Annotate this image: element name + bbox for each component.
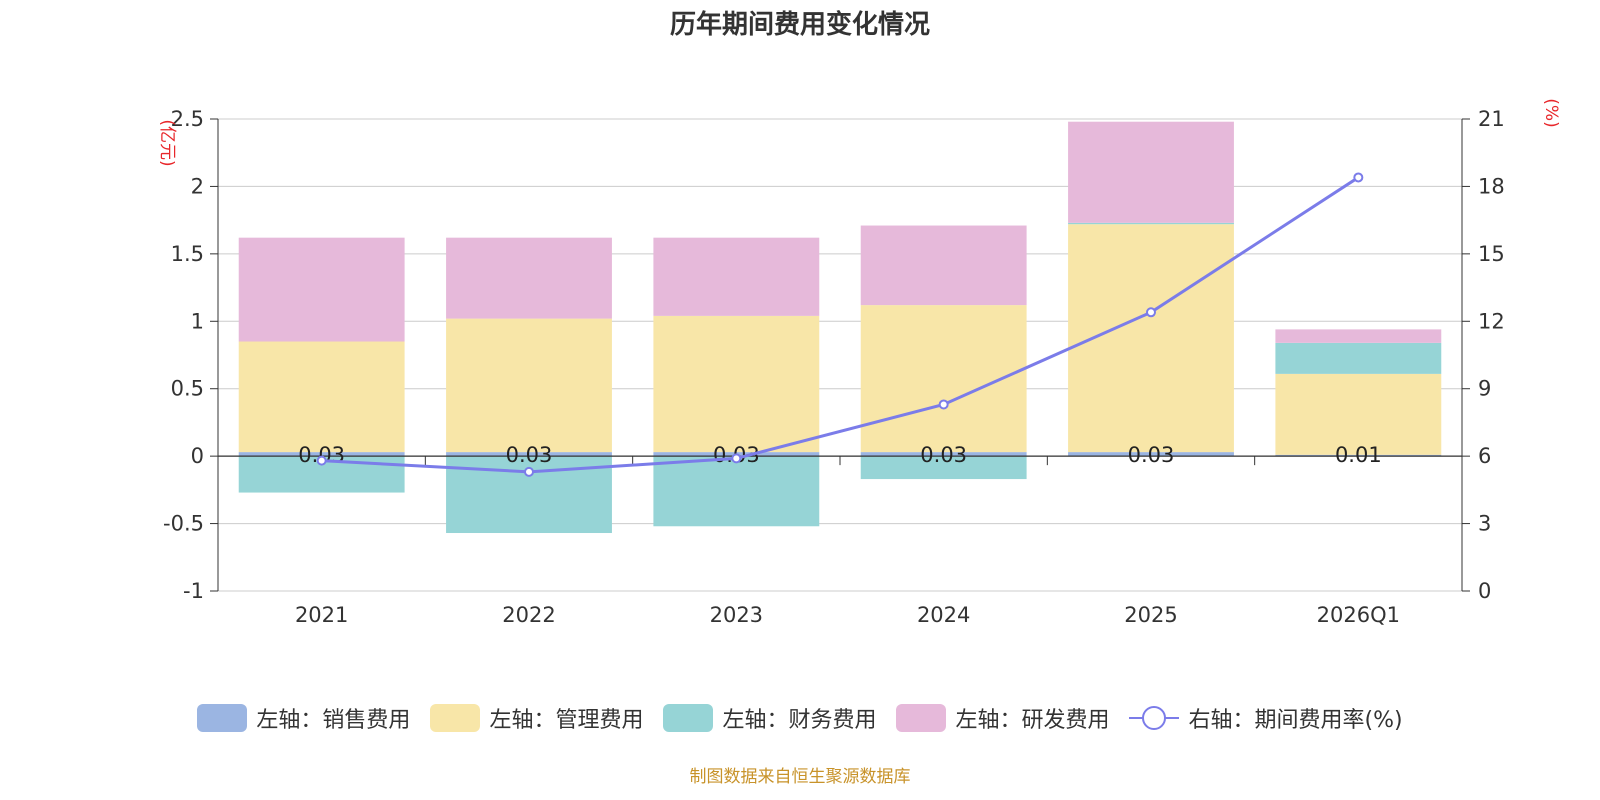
right-axis-tick-label: 15 (1478, 242, 1505, 266)
legend-item-rnd[interactable]: 左轴：研发费用 (896, 702, 1109, 734)
x-axis-tick-label: 2023 (710, 603, 763, 627)
bar-finance-2025 (1068, 222, 1234, 225)
legend-label-admin: 左轴：管理费用 (489, 708, 644, 733)
expense-ratio-point-2021 (316, 455, 327, 466)
bar-admin-2021 (238, 341, 405, 453)
legend-item-sales[interactable]: 左轴：销售费用 (197, 702, 410, 734)
legend: 左轴：销售费用 左轴：管理费用 左轴：财务费用 左轴：研发费用 右轴：期间费用率… (0, 702, 1600, 734)
data-label-sales: 0.03 (920, 443, 967, 467)
legend-label-finance: 左轴：财务费用 (722, 708, 877, 733)
expense-ratio-line (321, 176, 1360, 474)
bar-finance-2023 (653, 456, 820, 527)
legend-label-rnd: 左轴：研发费用 (955, 708, 1110, 733)
bar-sales-2022 (446, 452, 612, 457)
bar-sales-2025 (1068, 452, 1234, 457)
bar-rnd-2023 (653, 237, 820, 316)
left-axis-tick-label: 1 (191, 309, 204, 333)
bar-admin-2022 (446, 318, 612, 453)
source-note: 制图数据来自恒生聚源数据库 (689, 767, 911, 787)
x-axis-tick-label: 2024 (917, 603, 970, 627)
expense-ratio-point-2024 (938, 399, 949, 410)
right-axis-tick-label: 12 (1478, 309, 1505, 333)
expense-ratio-point-2023 (731, 453, 742, 464)
legend-swatch-finance (663, 704, 714, 732)
x-axis-tick-label: 2026Q1 (1317, 603, 1400, 627)
bar-finance-2024 (860, 456, 1027, 480)
bar-rnd-2021 (238, 237, 405, 342)
legend-line-marker-icon (1129, 704, 1180, 732)
legend-swatch-admin (430, 704, 481, 732)
left-axis-tick-label: 0.5 (171, 377, 204, 401)
right-axis-unit: (%) (1541, 98, 1561, 127)
legend-label-expense-ratio: 右轴：期间费用率(%) (1188, 708, 1403, 733)
left-axis-tick-label: 0 (191, 444, 204, 468)
chart-title: 历年期间费用变化情况 (669, 10, 930, 40)
legend-item-expense-ratio[interactable]: 右轴：期间费用率(%) (1129, 702, 1403, 734)
legend-swatch-sales (197, 704, 248, 732)
left-axis-tick-label: 2 (191, 174, 204, 198)
expense-ratio-point-2022 (524, 466, 534, 477)
right-axis-tick-label: 6 (1478, 444, 1491, 468)
legend-label-sales: 左轴：销售费用 (256, 708, 411, 733)
x-axis-tick-label: 2021 (295, 603, 348, 627)
right-axis-tick-label: 0 (1478, 579, 1491, 603)
data-label-sales: 0.03 (506, 443, 553, 467)
left-axis-tick-label: -1 (183, 579, 204, 603)
expense-ratio-point-2026Q1 (1353, 172, 1364, 183)
legend-item-admin[interactable]: 左轴：管理费用 (430, 702, 643, 734)
legend-swatch-rnd (896, 704, 947, 732)
left-axis-tick-label: -0.5 (163, 512, 204, 536)
bar-sales-2024 (860, 452, 1027, 457)
bar-admin-2026Q1 (1275, 373, 1442, 455)
bar-sales-2021 (238, 452, 405, 457)
right-axis-tick-label: 3 (1478, 512, 1491, 536)
bar-rnd-2024 (860, 225, 1027, 306)
right-axis-tick-label: 9 (1478, 377, 1491, 401)
left-axis-tick-label: 1.5 (171, 242, 204, 266)
bar-rnd-2022 (446, 237, 612, 319)
expense-ratio-point-2025 (1146, 307, 1156, 318)
right-axis-tick-label: 21 (1478, 107, 1505, 131)
left-axis-unit: (亿元) (157, 119, 177, 166)
bar-rnd-2025 (1068, 121, 1234, 223)
data-label-sales: 0.01 (1335, 443, 1382, 467)
bar-admin-2023 (653, 315, 820, 453)
bar-rnd-2026Q1 (1275, 329, 1442, 343)
x-axis-tick-label: 2025 (1124, 603, 1177, 627)
bar-finance-2026Q1 (1275, 342, 1442, 374)
left-axis-tick-label: 2.5 (171, 107, 204, 131)
data-label-sales: 0.03 (1128, 443, 1175, 467)
x-axis-tick-label: 2022 (502, 603, 555, 627)
bar-sales-2026Q1 (1275, 454, 1442, 457)
legend-item-finance[interactable]: 左轴：财务费用 (663, 702, 876, 734)
right-axis-tick-label: 18 (1478, 174, 1505, 198)
